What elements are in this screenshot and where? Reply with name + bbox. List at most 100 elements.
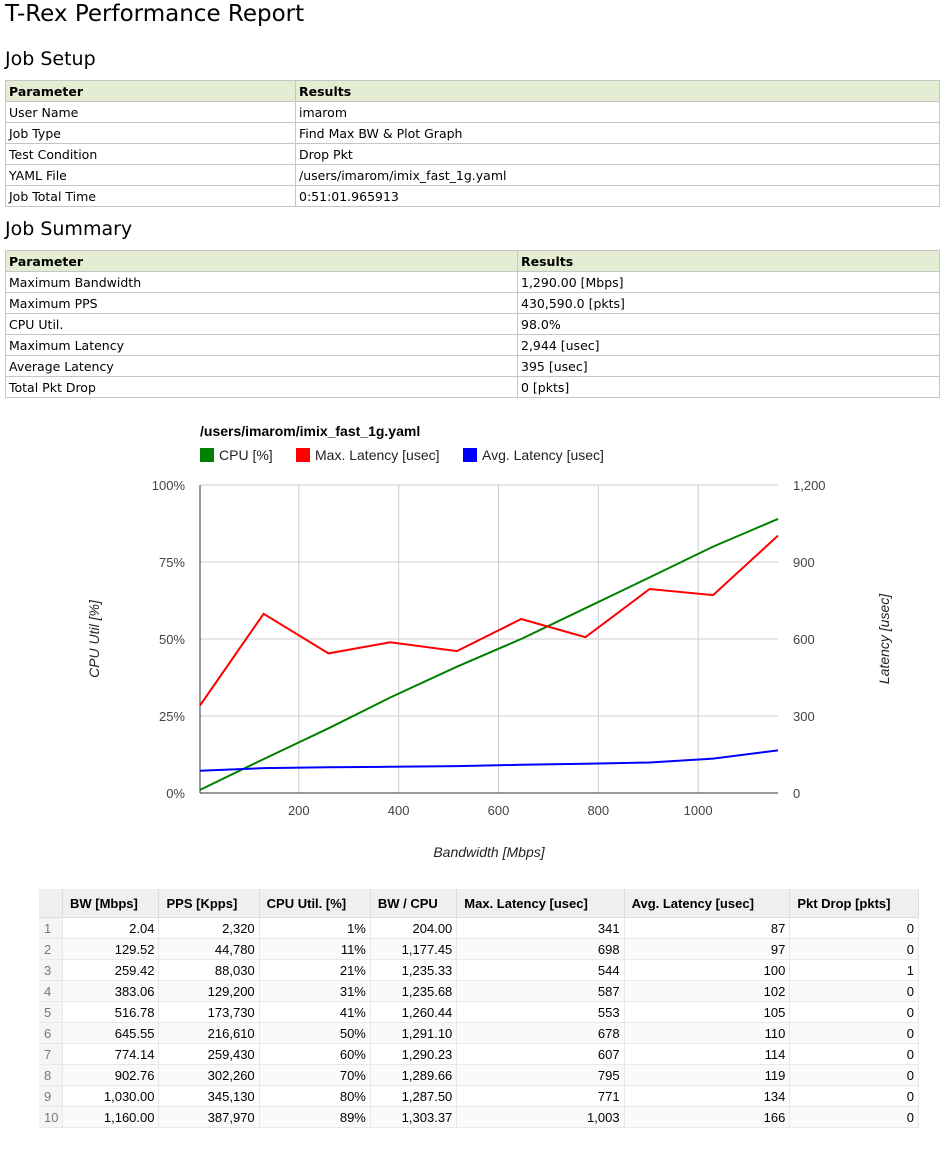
table-cell: 771	[456, 1085, 625, 1107]
result-cell: 1,290.00 [Mbps]	[517, 271, 940, 293]
table-cell: 166	[624, 1106, 791, 1128]
table-header-row: Parameter Results	[5, 80, 940, 102]
y-right-tick-label: 900	[793, 555, 815, 570]
result-cell: Drop Pkt	[295, 143, 940, 165]
table-cell: 0	[789, 1085, 919, 1107]
chart-title: /users/imarom/imix_fast_1g.yaml	[200, 423, 420, 439]
table-row: Total Pkt Drop 0 [pkts]	[5, 376, 940, 398]
result-cell: 430,590.0 [pkts]	[517, 292, 940, 314]
x-tick-label: 1000	[684, 803, 713, 818]
table-cell: 41%	[259, 1001, 371, 1023]
row-number: 4	[39, 980, 63, 1002]
legend-label: Avg. Latency [usec]	[482, 447, 604, 463]
table-cell: 0	[789, 980, 919, 1002]
table-cell: 216,610	[158, 1022, 260, 1044]
table-cell: 0	[789, 1064, 919, 1086]
y-right-tick-label: 1,200	[793, 478, 826, 493]
legend-swatch	[200, 448, 214, 462]
row-number: 7	[39, 1043, 63, 1065]
table-cell: 1	[789, 959, 919, 981]
table-cell: 678	[456, 1022, 625, 1044]
parameter-cell: Maximum Bandwidth	[5, 271, 518, 293]
y-left-tick-label: 25%	[159, 709, 185, 724]
table-cell: 173,730	[158, 1001, 260, 1023]
row-number: 10	[39, 1106, 63, 1128]
table-cell: 1,303.37	[370, 1106, 458, 1128]
series-line	[199, 749, 779, 772]
parameter-cell: Job Total Time	[5, 185, 296, 207]
table-cell: 60%	[259, 1043, 371, 1065]
legend-swatch	[296, 448, 310, 462]
table-cell: 698	[456, 938, 625, 960]
table-cell: 902.76	[62, 1064, 160, 1086]
table-cell: 21%	[259, 959, 371, 981]
column-header: CPU Util. [%]	[259, 889, 371, 918]
table-cell: 0	[789, 1106, 919, 1128]
table-row: 7 774.14 259,430 60% 1,290.23 607 114 0	[39, 1043, 919, 1065]
table-row: 6 645.55 216,610 50% 1,291.10 678 110 0	[39, 1022, 919, 1044]
table-cell: 1,235.33	[370, 959, 458, 981]
result-cell: /users/imarom/imix_fast_1g.yaml	[295, 164, 940, 186]
table-cell: 1,177.45	[370, 938, 458, 960]
table-cell: 129,200	[158, 980, 260, 1002]
table-cell: 50%	[259, 1022, 371, 1044]
table-cell: 89%	[259, 1106, 371, 1128]
column-header-results: Results	[295, 80, 940, 102]
table-cell: 204.00	[370, 917, 458, 939]
row-number: 9	[39, 1085, 63, 1107]
table-cell: 0	[789, 938, 919, 960]
series-line	[199, 534, 779, 707]
row-number: 2	[39, 938, 63, 960]
result-cell: 395 [usec]	[517, 355, 940, 377]
column-header-parameter: Parameter	[5, 80, 296, 102]
row-number: 6	[39, 1022, 63, 1044]
table-cell: 2,320	[158, 917, 260, 939]
performance-chart: 0% 25% 50% 75% 100% 0 300 600 900 1,200 200 400 600 8…	[86, 423, 892, 860]
table-row: Maximum PPS 430,590.0 [pkts]	[5, 292, 940, 314]
parameter-cell: Test Condition	[5, 143, 296, 165]
table-cell: 259,430	[158, 1043, 260, 1065]
table-row: 3 259.42 88,030 21% 1,235.33 544 100 1	[39, 959, 919, 981]
y-left-tick-label: 0%	[166, 786, 185, 801]
table-cell: 114	[624, 1043, 791, 1065]
legend-swatch	[463, 448, 477, 462]
table-row: Average Latency 395 [usec]	[5, 355, 940, 377]
table-header-row: Parameter Results	[5, 250, 940, 272]
row-number-header	[39, 889, 63, 918]
table-cell: 516.78	[62, 1001, 160, 1023]
table-cell: 1,030.00	[62, 1085, 160, 1107]
row-number: 3	[39, 959, 63, 981]
table-cell: 259.42	[62, 959, 160, 981]
column-header-parameter: Parameter	[5, 250, 518, 272]
x-tick-label: 200	[288, 803, 310, 818]
table-cell: 70%	[259, 1064, 371, 1086]
table-cell: 553	[456, 1001, 625, 1023]
result-cell: 0:51:01.965913	[295, 185, 940, 207]
table-row: YAML File/users/imarom/imix_fast_1g.yaml	[5, 164, 940, 186]
table-cell: 1,289.66	[370, 1064, 458, 1086]
x-tick-label: 400	[388, 803, 410, 818]
table-cell: 1,290.23	[370, 1043, 458, 1065]
column-header-results: Results	[517, 250, 940, 272]
y-right-tick-label: 300	[793, 709, 815, 724]
table-row: 9 1,030.00 345,130 80% 1,287.50 771 134 0	[39, 1085, 919, 1107]
table-cell: 0	[789, 1043, 919, 1065]
job-setup-table: Parameter Results User Name imarom Job Typ…	[5, 80, 940, 207]
table-cell: 102	[624, 980, 791, 1002]
results-data-table: BW [Mbps] PPS [Kpps] CPU Util. [%] BW / CPU…	[39, 889, 919, 1128]
y-left-tick-label: 50%	[159, 632, 185, 647]
table-cell: 0	[789, 1001, 919, 1023]
column-header: Pkt Drop [pkts]	[789, 889, 919, 918]
table-cell: 383.06	[62, 980, 160, 1002]
table-row: Job Type Find Max BW & Plot Graph	[5, 122, 940, 144]
parameter-cell: Total Pkt Drop	[5, 376, 518, 398]
column-header: BW [Mbps]	[62, 889, 160, 918]
table-row: Maximum Bandwidth 1,290.00 [Mbps]	[5, 271, 940, 293]
column-header: PPS [Kpps]	[158, 889, 260, 918]
table-cell: 302,260	[158, 1064, 260, 1086]
table-cell: 129.52	[62, 938, 160, 960]
x-tick-label: 800	[587, 803, 609, 818]
table-cell: 1,003	[456, 1106, 625, 1128]
y-right-tick-label: 0	[793, 786, 800, 801]
page-title: T-Rex Performance Report	[5, 1, 305, 27]
